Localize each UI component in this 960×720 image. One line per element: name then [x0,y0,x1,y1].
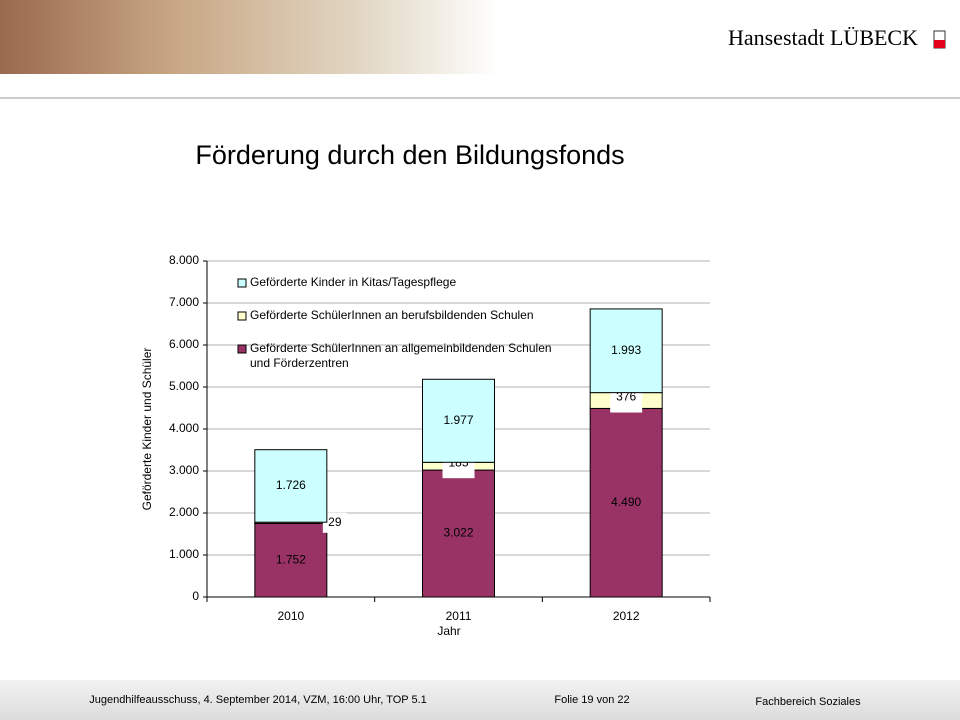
bar-segment [254,449,328,523]
value-label: 376 [616,390,636,404]
value-label: 1.993 [611,343,641,357]
footer-slide: Folie 19 von 22 [554,694,629,706]
value-label: 4.490 [611,495,641,509]
bar-segment [422,378,495,463]
legend-swatch [237,278,247,288]
brand: Hansestadt LÜBECK [728,25,918,50]
legend-swatch [237,311,247,321]
y-tick-label: 5.000 [169,379,199,393]
y-tick-label: 2.000 [169,505,199,519]
value-label: 1.752 [276,552,306,566]
footer-event: Jugendhilfeausschuss, 4. September 2014,… [89,694,427,706]
x-tick-label: 2011 [446,609,472,623]
y-tick-label: 8.000 [169,253,199,267]
x-tick-label: 2012 [613,609,640,623]
y-tick-label: 1.000 [169,547,199,561]
y-tick-label: 4.000 [169,421,199,435]
y-tick-label: 3.000 [169,463,199,477]
y-tick-label: 7.000 [169,295,199,309]
footer-department: Fachbereich Soziales [755,696,861,708]
y-axis-label: Geförderte Kinder und Schüler [140,348,154,511]
footer-band [0,680,960,720]
legend-entry: Geförderte SchülerInnen an allgemeinbild… [250,341,552,370]
y-tick-label: 0 [192,589,199,603]
x-axis-label: Jahr [437,624,460,638]
header-banner [0,0,500,74]
label-bg [322,512,347,533]
value-label: 29 [328,515,342,529]
logo-red [934,40,945,48]
bar-segment [589,407,663,598]
value-label: 1.726 [276,478,306,492]
bar-segment [589,308,663,394]
value-label: 3.022 [443,526,473,540]
slide-title: Förderung durch den Bildungsfonds [195,140,624,170]
legend-label: Geförderte Kinder in Kitas/Tagespflege [250,275,457,289]
value-label: 1.977 [443,413,473,427]
legend-entry: Geförderte Kinder in Kitas/Tagespflege [250,275,457,289]
legend-label: Geförderte SchülerInnen an berufsbildend… [250,308,534,322]
legend-entry: Geförderte SchülerInnen an berufsbildend… [250,308,534,322]
legend-label: Geförderte SchülerInnen an allgemeinbild… [250,341,552,370]
legend-swatch [237,344,247,354]
x-tick-label: 2010 [277,609,304,623]
y-tick-label: 6.000 [169,337,199,351]
bar-segment [422,469,495,598]
bar-segment [254,522,328,598]
